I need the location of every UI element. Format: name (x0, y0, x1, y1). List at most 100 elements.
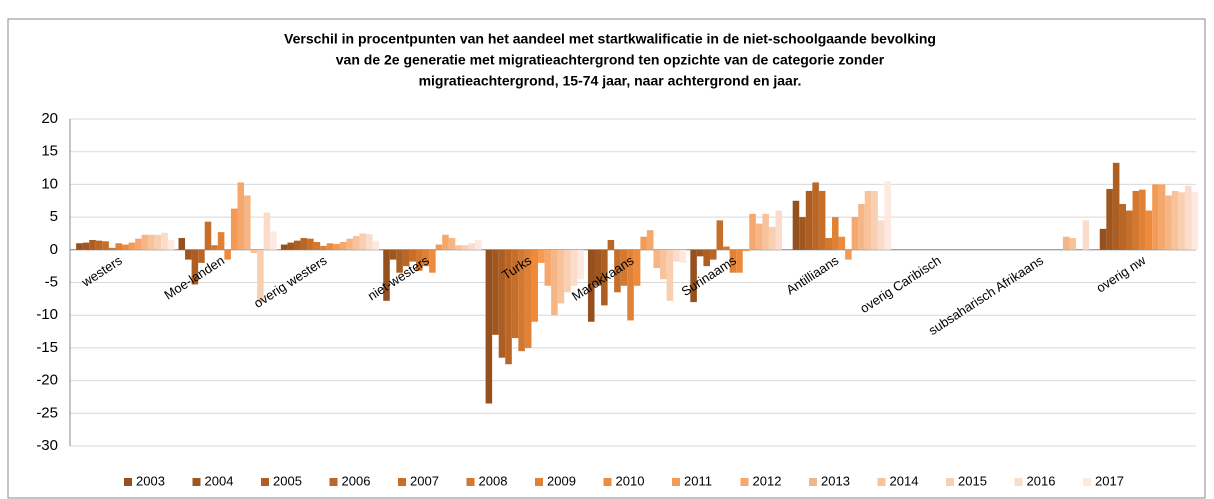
bar (531, 249, 539, 322)
legend-label: 2006 (342, 473, 371, 488)
y-tick-label: 15 (41, 143, 58, 160)
bar (679, 249, 687, 263)
bar (263, 212, 271, 250)
bar (178, 238, 186, 250)
legend-swatch (809, 478, 817, 486)
bar (1171, 190, 1179, 250)
bar (729, 249, 737, 273)
bar (736, 249, 743, 273)
bar (742, 249, 750, 252)
bar (601, 249, 608, 306)
bar (415, 249, 423, 271)
bar (646, 230, 654, 250)
bar (640, 236, 647, 250)
bar (551, 249, 558, 316)
bar (858, 204, 865, 250)
legend-swatch (261, 478, 269, 486)
bar (538, 249, 545, 263)
bar (409, 249, 416, 262)
legend-swatch (466, 478, 475, 486)
legend-swatch (192, 478, 201, 486)
bar (633, 249, 641, 286)
bar (768, 226, 776, 250)
bar (115, 243, 123, 250)
legend-label: 2003 (136, 473, 165, 488)
bar (851, 217, 859, 250)
bar (359, 233, 367, 250)
bar (167, 239, 175, 250)
bar (468, 243, 475, 250)
bar (660, 249, 667, 280)
bar (257, 249, 264, 303)
bar (577, 249, 584, 280)
bar (154, 234, 162, 250)
bar (492, 249, 499, 335)
bar (620, 249, 628, 286)
bar (402, 249, 410, 267)
bar (666, 249, 674, 301)
bar (614, 249, 621, 293)
bar (148, 234, 155, 250)
bar (320, 245, 327, 250)
bar (280, 244, 288, 250)
bar (871, 190, 878, 250)
bar (366, 234, 373, 250)
legend-swatch (740, 478, 749, 486)
bar (485, 249, 493, 404)
bar (1062, 236, 1070, 250)
bar (1158, 184, 1166, 250)
y-tick-label: -15 (36, 339, 58, 356)
bar (396, 249, 403, 273)
bar (709, 249, 717, 260)
bar (230, 208, 238, 250)
bar (799, 217, 806, 250)
bar (607, 239, 615, 250)
bar (217, 232, 225, 250)
bar (198, 249, 205, 263)
bar (346, 238, 353, 250)
bar (95, 240, 103, 250)
bar (1125, 210, 1133, 250)
bar (474, 239, 482, 250)
bar (1191, 192, 1199, 250)
bar (825, 238, 832, 250)
bar (749, 213, 756, 250)
bar (435, 244, 443, 250)
bar (1119, 204, 1126, 250)
bar (128, 242, 136, 250)
bar (1152, 184, 1159, 250)
legend-label: 2008 (479, 473, 508, 488)
bar (703, 249, 710, 267)
bar (135, 238, 142, 250)
bar (313, 241, 321, 250)
bar (1184, 185, 1192, 250)
bar (191, 249, 199, 285)
legend-swatch (124, 478, 132, 486)
bar (211, 245, 218, 250)
bar (1112, 162, 1120, 250)
bar (270, 231, 277, 250)
legend-label: 2016 (1027, 473, 1056, 488)
legend-swatch (1083, 478, 1091, 486)
bar (250, 249, 258, 254)
bar (505, 249, 512, 365)
bar (690, 249, 697, 303)
y-tick-label: -25 (36, 404, 58, 421)
bar (1178, 192, 1185, 250)
bar (845, 249, 852, 260)
bar (161, 232, 168, 250)
bar (1099, 228, 1107, 250)
bar (224, 249, 231, 260)
legend-label: 2007 (410, 473, 439, 488)
bar (696, 249, 704, 257)
bar (122, 244, 129, 250)
bar (82, 242, 90, 250)
bar (511, 249, 519, 339)
bar (716, 220, 724, 250)
y-tick-label: -5 (45, 273, 58, 290)
bar (1132, 190, 1140, 250)
bar (185, 249, 192, 260)
bar (755, 223, 763, 250)
bar (877, 220, 885, 250)
